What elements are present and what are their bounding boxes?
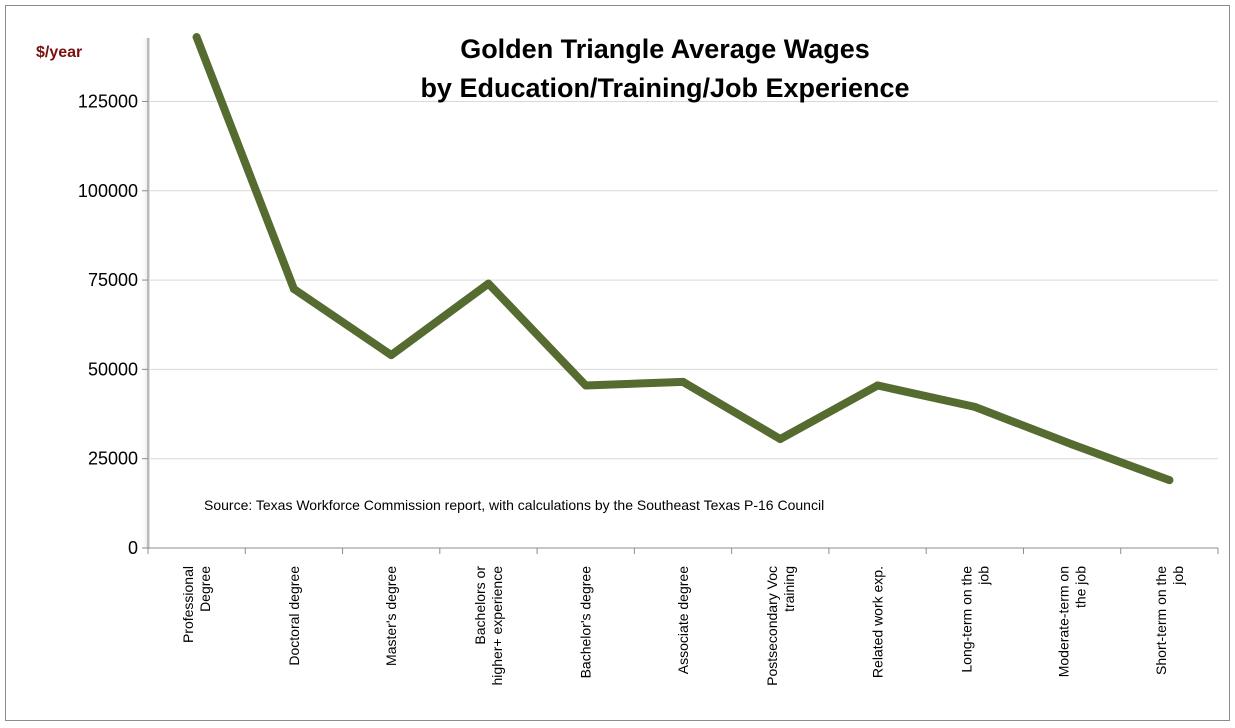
x-tick-label: Related work exp. xyxy=(870,566,886,678)
x-tick-label-line: Bachelor's degree xyxy=(578,566,594,679)
x-tick-label-line: Related work exp. xyxy=(870,566,886,678)
x-tick-label: Long-term on the job xyxy=(958,566,991,673)
x-tick-label-line: Associate degree xyxy=(675,566,691,674)
x-tick-label-line: training xyxy=(781,566,797,612)
data-point xyxy=(776,435,785,444)
data-point xyxy=(387,351,396,360)
x-tick-label-line: Bachelors or xyxy=(472,566,488,645)
x-tick-label: Associate degree xyxy=(675,566,691,674)
y-tick-label: 50000 xyxy=(88,359,138,379)
series-line xyxy=(192,33,1174,485)
data-point xyxy=(1068,440,1077,449)
data-point xyxy=(289,285,298,293)
x-tick-label-line: the job xyxy=(1073,566,1089,608)
data-point xyxy=(873,381,882,390)
data-point xyxy=(970,402,979,411)
x-tick-label: Bachelors or higher+ experience xyxy=(472,566,505,686)
x-tick-label: Postsecondary Voc training xyxy=(764,566,797,686)
x-axis-ticks: Professional Degree Doctoral degree Master'… xyxy=(147,548,1219,686)
x-tick-label-line: Long-term on the xyxy=(958,566,974,673)
x-tick-label: Professional Degree xyxy=(180,566,213,643)
axis-shadow xyxy=(140,38,150,548)
chart-frame xyxy=(5,5,1230,721)
x-tick-label-line: Doctoral degree xyxy=(286,566,302,666)
source-note: Source: Texas Workforce Commission repor… xyxy=(204,497,824,513)
data-point xyxy=(581,381,590,390)
x-tick-label-line: Professional xyxy=(180,566,196,643)
x-tick-label-line: job xyxy=(1170,566,1186,586)
y-tick-label: 75000 xyxy=(88,270,138,290)
axes xyxy=(147,38,1218,549)
y-tick-label: 100000 xyxy=(78,181,138,201)
data-point xyxy=(679,377,687,386)
x-tick-label-line: Degree xyxy=(197,566,213,612)
y-tick-label: 0 xyxy=(128,538,138,558)
x-tick-label-line: Postsecondary Voc xyxy=(764,566,780,686)
y-axis-ticks: 0 25000 50000 75000 100000 125000 xyxy=(78,91,148,558)
series-layer xyxy=(192,33,1174,485)
y-tick-label: 125000 xyxy=(78,91,138,111)
y-tick-label: 25000 xyxy=(88,449,138,469)
y-axis-unit-label: $/year xyxy=(36,44,82,61)
x-tick-label-line: Short-term on the xyxy=(1153,566,1169,675)
x-tick-label: Doctoral degree xyxy=(286,566,302,666)
data-point xyxy=(1165,476,1174,485)
x-tick-label-line: Master's degree xyxy=(383,566,399,666)
chart-title-line-2: by Education/Training/Job Experience xyxy=(420,73,909,103)
gridlines xyxy=(148,100,1218,460)
x-tick-label-line: higher+ experience xyxy=(489,566,505,686)
x-tick-label: Short-term on the job xyxy=(1153,566,1186,675)
x-tick-label: Bachelor's degree xyxy=(578,566,594,679)
x-tick-label: Moderate-term on the job xyxy=(1056,566,1089,677)
data-point xyxy=(484,279,493,288)
data-point xyxy=(192,33,201,42)
x-tick-label-line: Moderate-term on xyxy=(1056,566,1072,677)
x-tick-label: Master's degree xyxy=(383,566,399,666)
x-tick-label-line: job xyxy=(975,566,991,586)
chart-title-line-1: Golden Triangle Average Wages xyxy=(460,34,870,64)
